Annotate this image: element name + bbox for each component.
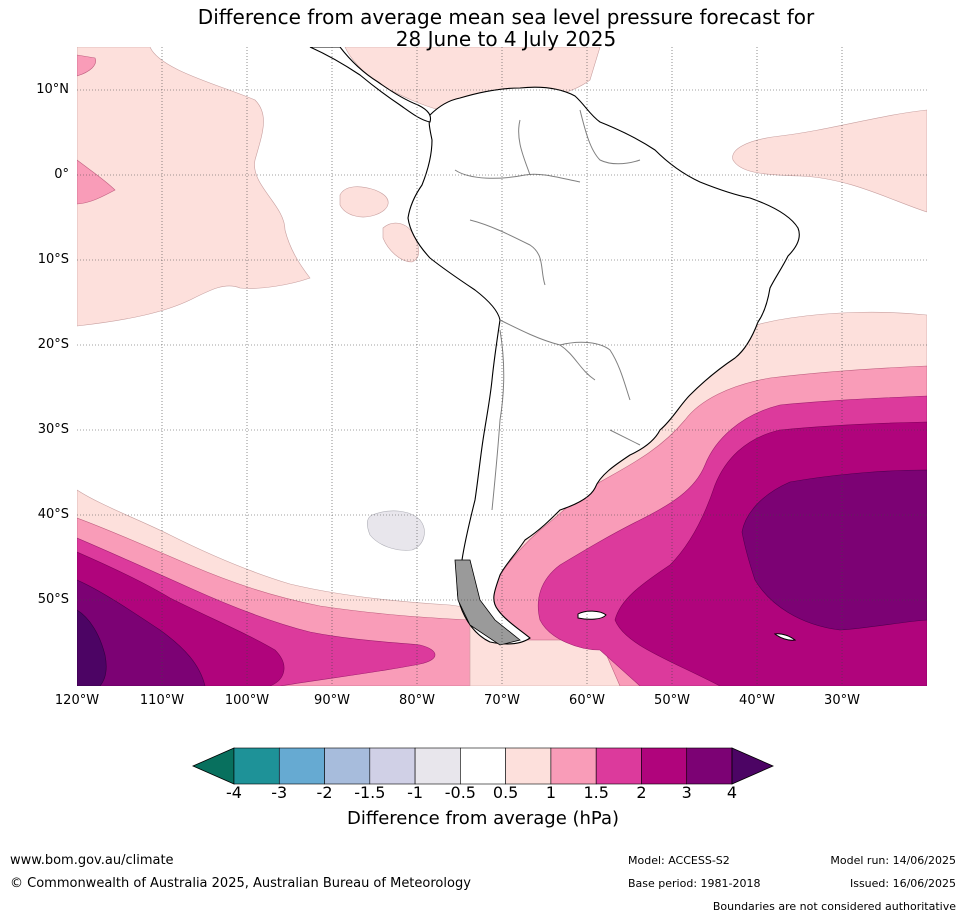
contour-pacific-1b	[77, 54, 96, 77]
footer-model-run: Model run: 14/06/2025	[830, 854, 956, 867]
graticule	[77, 47, 927, 686]
colorbar-tick-label: 0.5	[492, 783, 519, 802]
colorbar-segment	[505, 747, 552, 785]
lat-label-50s: 50°S	[37, 592, 69, 607]
lat-label-10n: 10°N	[36, 82, 69, 97]
colorbar-title: Difference from average (hPa)	[346, 808, 620, 829]
lon-label-90w: 90°W	[314, 693, 350, 708]
colorbar-tick-label: 1.5	[583, 783, 609, 802]
colorbar-segment	[595, 747, 642, 785]
colorbar-segment	[369, 747, 416, 785]
lat-label-20s: 20°S	[37, 337, 69, 352]
lon-label-50w: 50°W	[654, 693, 690, 708]
lon-label-80w: 80°W	[399, 693, 435, 708]
colorbar-under-triangle	[192, 747, 235, 785]
lat-label-0: 0°	[54, 167, 69, 182]
footer-model: Model: ACCESS-S2	[628, 854, 730, 867]
land-central-america	[309, 47, 432, 123]
lon-label-30w: 30°W	[824, 693, 860, 708]
contour-spacific-3	[77, 579, 206, 686]
colorbar-segment	[686, 747, 733, 785]
footer-website: www.bom.gov.au/climate	[10, 853, 174, 868]
land-falklands	[577, 610, 607, 620]
country-borders	[454, 109, 641, 511]
lon-label-70w: 70°W	[484, 693, 520, 708]
lat-label-40s: 40°S	[37, 507, 69, 522]
colorbar-segment	[278, 747, 325, 785]
colorbar-tick-label: 4	[726, 783, 738, 802]
contour-satlantic-3	[741, 469, 927, 631]
colorbar-tick-label: -2	[316, 783, 333, 802]
contour-atlantic-eq-0.5	[732, 109, 927, 213]
lon-label-60w: 60°W	[569, 693, 605, 708]
map-title-line-1: Difference from average mean sea level p…	[197, 5, 815, 29]
colorbar-tick-label: 3	[681, 783, 692, 802]
colorbar-tick-label: 2	[636, 783, 647, 802]
footer-issued: Issued: 16/06/2025	[849, 877, 956, 890]
lon-label-100w: 100°W	[224, 693, 270, 708]
contour-grey--1	[366, 510, 425, 551]
lon-label-120w: 120°W	[54, 693, 100, 708]
colorbar-segment	[324, 747, 371, 785]
colorbar-segment	[641, 747, 688, 785]
footer-disclaimer: Boundaries are not considered authoritat…	[712, 900, 956, 913]
colorbar-tick-label: 1	[545, 783, 556, 802]
contour-pacific-0.5	[77, 47, 311, 327]
colorbar-tick-label: -4	[226, 783, 242, 802]
colorbar-segment	[414, 747, 461, 785]
colorbar-segment	[233, 747, 280, 785]
contour-spacific-4	[77, 609, 107, 686]
colorbar-segment	[550, 747, 597, 785]
lon-label-110w: 110°W	[139, 693, 185, 708]
lon-label-40w: 40°W	[739, 693, 775, 708]
colorbar-tick-label: -1	[407, 783, 424, 802]
land-south-georgia	[773, 633, 797, 641]
land-tierra-del-fuego	[454, 559, 521, 646]
contour-peru-coast-0.5	[382, 222, 420, 263]
footer-base-period: Base period: 1981-2018	[628, 877, 761, 890]
colorbar-segment	[460, 747, 506, 785]
colorbar-tick-label: -3	[271, 783, 288, 802]
map-title-line-2: 28 June to 4 July 2025	[395, 27, 617, 51]
colorbar	[192, 747, 774, 785]
footer-copyright: © Commonwealth of Australia 2025, Austra…	[10, 876, 471, 891]
lat-label-10s: 10°S	[37, 252, 69, 267]
colorbar-over-triangle	[731, 747, 774, 785]
colorbar-tick-label: -1.5	[354, 783, 386, 802]
contour-galapagos-0.5	[339, 186, 389, 218]
lat-label-30s: 30°S	[37, 422, 69, 437]
colorbar-tick-label: -0.5	[444, 783, 476, 802]
map-panel	[77, 47, 927, 686]
contour-pacific-1	[77, 159, 116, 205]
